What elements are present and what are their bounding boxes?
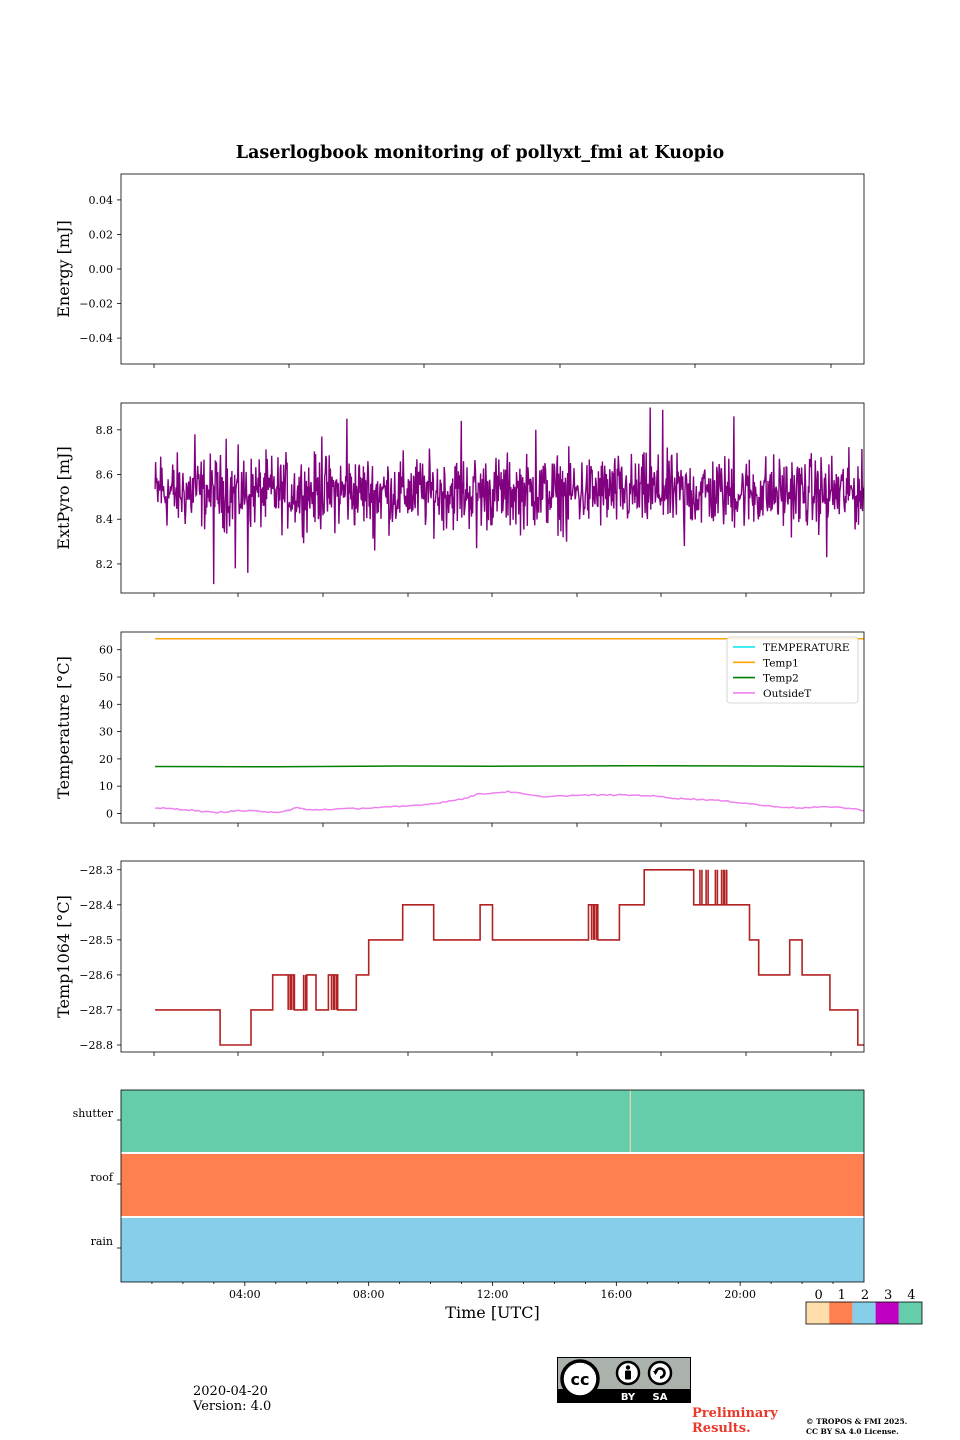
- status-cell-roof: [121, 1154, 864, 1216]
- temp1064-panel: −28.3 −28.4 −28.5 −28.6 −28.7 −28.8 Temp1064 […: [54, 860, 865, 1056]
- colorbar-swatch-1: [829, 1302, 853, 1324]
- y-tick-label-energy: 0.00: [89, 263, 114, 276]
- y-tick-label-extpyro: 8.6: [96, 469, 114, 482]
- figure-title: Laserlogbook monitoring of pollyxt_fmi a…: [236, 143, 724, 163]
- y-tick-label-extpyro: 8.8: [96, 424, 114, 437]
- y-axis-label-extpyro: ExtPyro [mJ]: [54, 446, 73, 549]
- by-label: BY: [621, 1392, 636, 1403]
- y-tick-label-temperature: 10: [99, 780, 113, 793]
- preliminary-line-2: Results.: [692, 1421, 751, 1436]
- axes-frame-temperature: [120, 631, 865, 824]
- colorbar-swatch-3: [875, 1302, 899, 1324]
- colorbar-swatch-0: [806, 1302, 830, 1324]
- y-axis-label-temperature: Temperature [°C]: [54, 656, 73, 799]
- x-axis-label: Time [UTC]: [445, 1303, 539, 1322]
- axes-frame-energy: [120, 173, 865, 365]
- x-tick-label: 20:00: [724, 1288, 756, 1301]
- y-tick-label-energy: 0.04: [89, 194, 114, 207]
- row-label-rain: rain: [91, 1235, 113, 1248]
- y-tick-label-temp1064: −28.5: [79, 934, 113, 947]
- energy-panel: 0.04 0.02 0.00 −0.02 −0.04 Energy [mJ]: [54, 173, 865, 368]
- legend-label-outsidet: OutsideT: [763, 688, 811, 700]
- legend-box: [726, 636, 859, 704]
- extpyro-panel: 8.8 8.6 8.4 8.2 ExtPyro [mJ]: [54, 402, 865, 597]
- colorbar-label-3: 3: [884, 1288, 892, 1303]
- y-tick-label-temp1064: −28.6: [79, 969, 113, 982]
- axes-frame-temp1064: [120, 860, 865, 1053]
- copyright-line-2: CC BY SA 4.0 License.: [806, 1427, 899, 1436]
- colorbar-frame: [805, 1301, 923, 1325]
- x-tick-label: 04:00: [229, 1288, 261, 1301]
- y-axis-label-temp1064: Temp1064 [°C]: [54, 895, 73, 1018]
- cc-logo-text: cc: [571, 1370, 590, 1389]
- y-tick-label-temperature: 30: [99, 726, 113, 739]
- y-tick-label-extpyro: 8.2: [96, 558, 114, 571]
- y-tick-label-temperature: 40: [99, 698, 113, 711]
- y-tick-label-energy: 0.02: [89, 228, 114, 241]
- y-tick-label-temp1064: −28.4: [79, 899, 113, 912]
- y-tick-label-energy: −0.02: [79, 298, 113, 311]
- preliminary-line-1: Preliminary: [692, 1406, 778, 1421]
- colorbar-label-2: 2: [861, 1288, 869, 1303]
- row-label-shutter: shutter: [73, 1107, 114, 1120]
- date-version-text: 2020-04-20 Version: 4.0: [193, 1384, 271, 1414]
- y-axis-label-energy: Energy [mJ]: [54, 220, 73, 318]
- y-tick-label-temperature: 60: [99, 644, 113, 657]
- series-line-temp2: [155, 764, 864, 768]
- colorbar-label-1: 1: [838, 1288, 846, 1303]
- axes-frame-extpyro: [120, 402, 865, 594]
- status-panel: shutter roof rain 04:00 08:00 12:00 16:00 20:00…: [73, 1089, 865, 1322]
- colorbar-label-0: 0: [814, 1288, 822, 1303]
- x-tick-label: 12:00: [477, 1288, 509, 1301]
- legend-label-temp1: Temp1: [763, 657, 799, 669]
- status-cell-shutter: [121, 1090, 864, 1152]
- copyright-note: © TROPOS & FMI 2025. CC BY SA 4.0 Licens…: [806, 1417, 907, 1437]
- legend-label-temp2: Temp2: [763, 673, 799, 685]
- status-cell-rain: [121, 1218, 864, 1282]
- y-tick-label-extpyro: 8.4: [96, 513, 114, 526]
- x-tick-label: 08:00: [353, 1288, 385, 1301]
- version-label: Version: 4.0: [193, 1399, 272, 1414]
- temp1064-series-line: [155, 868, 864, 1046]
- y-tick-label-temp1064: −28.7: [79, 1004, 113, 1017]
- y-tick-label-temperature: 20: [99, 753, 113, 766]
- legend-label-temperature: TEMPERATURE: [763, 642, 850, 654]
- temperature-panel: 60 50 40 30 20 10 0 Temperature [°C] TEMPERATURE…: [54, 631, 865, 827]
- colorbar-swatch-2: [852, 1302, 876, 1324]
- y-tick-label-temperature: 0: [106, 807, 113, 820]
- y-tick-label-temp1064: −28.3: [79, 864, 113, 877]
- copyright-line-1: © TROPOS & FMI 2025.: [806, 1417, 908, 1426]
- x-tick-label: 16:00: [600, 1288, 632, 1301]
- y-tick-label-energy: −0.04: [79, 332, 113, 345]
- colorbar-label-4: 4: [907, 1288, 915, 1303]
- y-tick-label-temperature: 50: [99, 671, 113, 684]
- sa-label: SA: [653, 1392, 668, 1403]
- cc-logo-icon: [560, 1359, 600, 1399]
- colorbar-swatch-4: [898, 1302, 922, 1324]
- cc-by-sa-badge: cc BY SA: [557, 1357, 691, 1403]
- sa-share-icon: [647, 1360, 673, 1386]
- extpyro-series-line: [154, 407, 864, 585]
- y-tick-label-temp1064: −28.8: [79, 1039, 113, 1052]
- preliminary-results-note: Preliminary Results.: [692, 1406, 778, 1436]
- temperature-legend: TEMPERATURE Temp1 Temp2 OutsideT: [726, 636, 859, 704]
- series-line-outsidet: [155, 790, 864, 814]
- row-label-roof: roof: [90, 1171, 114, 1184]
- date-label: 2020-04-20: [193, 1384, 268, 1399]
